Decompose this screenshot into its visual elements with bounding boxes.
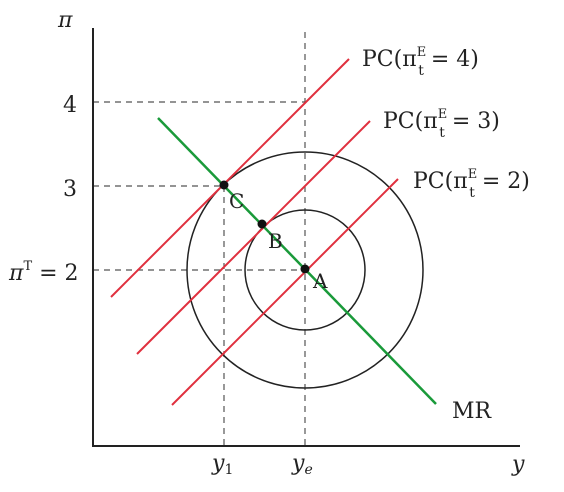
y-tick-target: πT = 2 bbox=[8, 259, 79, 286]
pc3-label: PC(πE t = 3) bbox=[383, 107, 500, 141]
point-b-label: B bbox=[268, 229, 283, 253]
point-c-label: C bbox=[229, 189, 244, 213]
pc-line-3 bbox=[136, 120, 371, 355]
point-a-label: A bbox=[312, 269, 328, 293]
mr-label: MR bbox=[452, 399, 493, 424]
y-axis-label: π bbox=[57, 8, 73, 33]
x-tick-y1: y1 bbox=[211, 451, 233, 478]
inner-loss-circle bbox=[244, 209, 366, 331]
pc4-label: PC(πE t = 4) bbox=[362, 45, 479, 79]
pc-line-2 bbox=[171, 178, 399, 406]
x-axis-label: y bbox=[511, 452, 525, 477]
x-tick-ye: ye bbox=[291, 451, 313, 478]
outer-loss-circle bbox=[186, 151, 424, 389]
y-tick-3: 3 bbox=[63, 177, 77, 202]
pc2-label: PC(πE t = 2) bbox=[413, 167, 530, 201]
point-b-marker bbox=[257, 219, 267, 229]
point-c-marker bbox=[219, 180, 229, 190]
point-a-marker bbox=[300, 264, 310, 274]
pc-line-4 bbox=[110, 58, 350, 298]
mr-line bbox=[157, 117, 437, 405]
y-tick-4: 4 bbox=[63, 93, 77, 118]
